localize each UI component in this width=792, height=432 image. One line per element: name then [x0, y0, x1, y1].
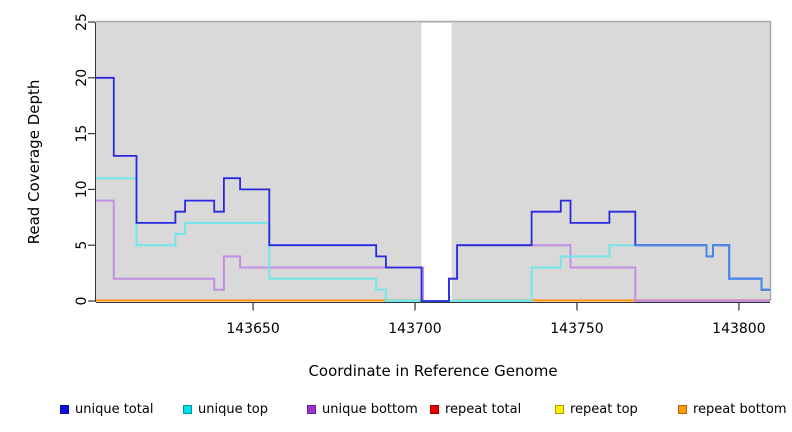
y-tick-label: 5	[74, 241, 90, 250]
legend-swatch-icon	[678, 404, 687, 414]
series-line-total-top-overlap	[635, 244, 770, 291]
y-tick-label: 10	[74, 180, 90, 198]
legend-swatch-icon	[307, 404, 316, 414]
legend-item-unique-bottom: unique bottom	[307, 399, 418, 419]
x-tick-label: 143750	[550, 321, 603, 337]
series-line-unique-bottom	[96, 199, 770, 302]
y-tick-label: 20	[74, 69, 90, 87]
y-tick-label: 25	[74, 13, 90, 31]
y-axis-title: Read Coverage Depth	[25, 79, 43, 245]
legend-item-unique-total: unique total	[60, 399, 153, 419]
panel-border	[96, 20, 772, 301]
x-axis-title: Coordinate in Reference Genome	[308, 362, 558, 380]
legend-label: unique top	[198, 401, 269, 417]
legend-item-repeat-total: repeat total	[430, 399, 521, 419]
legend-label: unique bottom	[322, 401, 418, 417]
legend-label: repeat bottom	[693, 401, 787, 417]
legend-swatch-icon	[430, 404, 439, 414]
legend-swatch-icon	[183, 404, 192, 414]
x-tick-label: 143700	[388, 321, 441, 337]
x-tick-label: 143800	[712, 321, 765, 337]
x-tick-label: 143650	[226, 321, 279, 337]
y-tick-label: 15	[74, 125, 90, 143]
legend-label: unique total	[75, 401, 154, 417]
legend-label: repeat top	[570, 401, 638, 417]
legend-item-repeat-bottom: repeat bottom	[678, 399, 787, 419]
legend-item-repeat-top: repeat top	[555, 399, 638, 419]
legend-label: repeat total	[445, 401, 522, 417]
legend: unique total unique top unique bottom repea…	[0, 399, 792, 421]
legend-swatch-icon	[60, 404, 69, 414]
y-tick-label: 0	[74, 297, 90, 306]
legend-item-unique-top: unique top	[183, 399, 268, 419]
coverage-plot: 0 5 10 15 20 25 143650 143700 143750 143800	[74, 13, 772, 337]
gap-band	[421, 23, 452, 301]
legend-swatch-icon	[555, 404, 564, 414]
